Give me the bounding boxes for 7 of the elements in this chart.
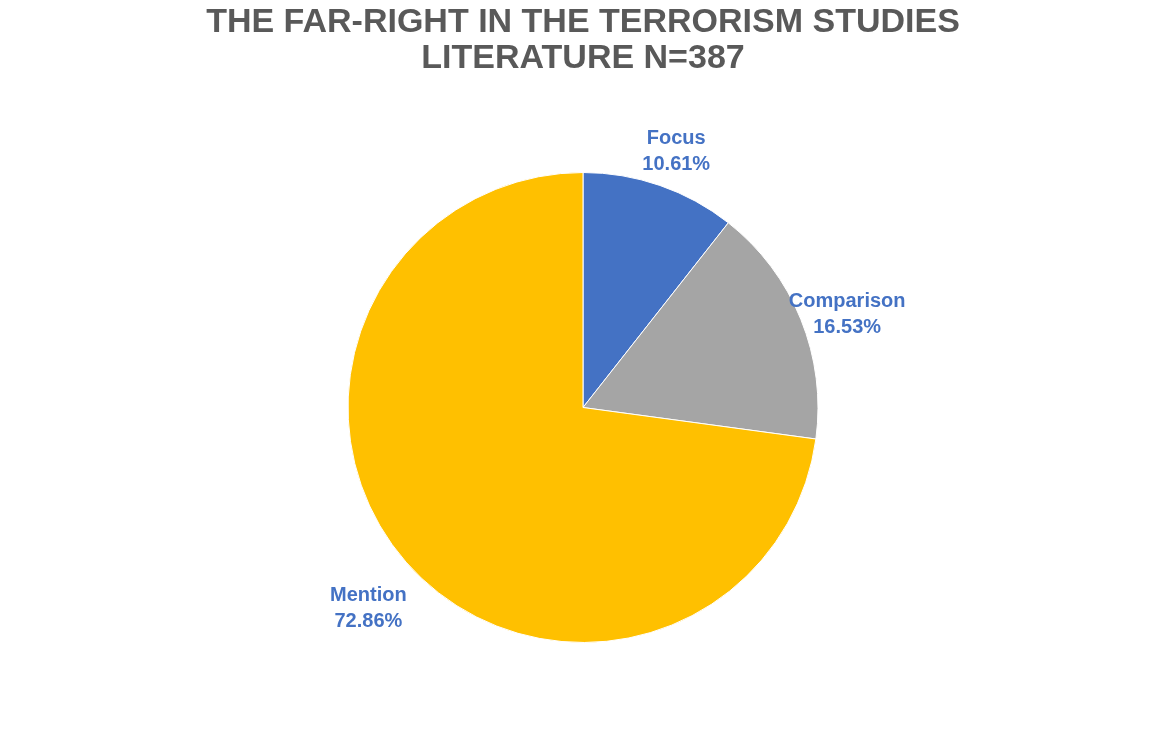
slice-label: Comparison (788, 288, 906, 311)
data-label: 10.61% (642, 152, 711, 175)
slice-label: Mention (330, 583, 407, 606)
chart-title: THE FAR-RIGHT IN THE TERRORISM STUDIES LITERATURE N=387 (206, 1, 960, 75)
slice-label: Focus (646, 126, 706, 149)
data-label: 72.86% (334, 609, 403, 632)
data-label: 16.53% (813, 314, 882, 337)
